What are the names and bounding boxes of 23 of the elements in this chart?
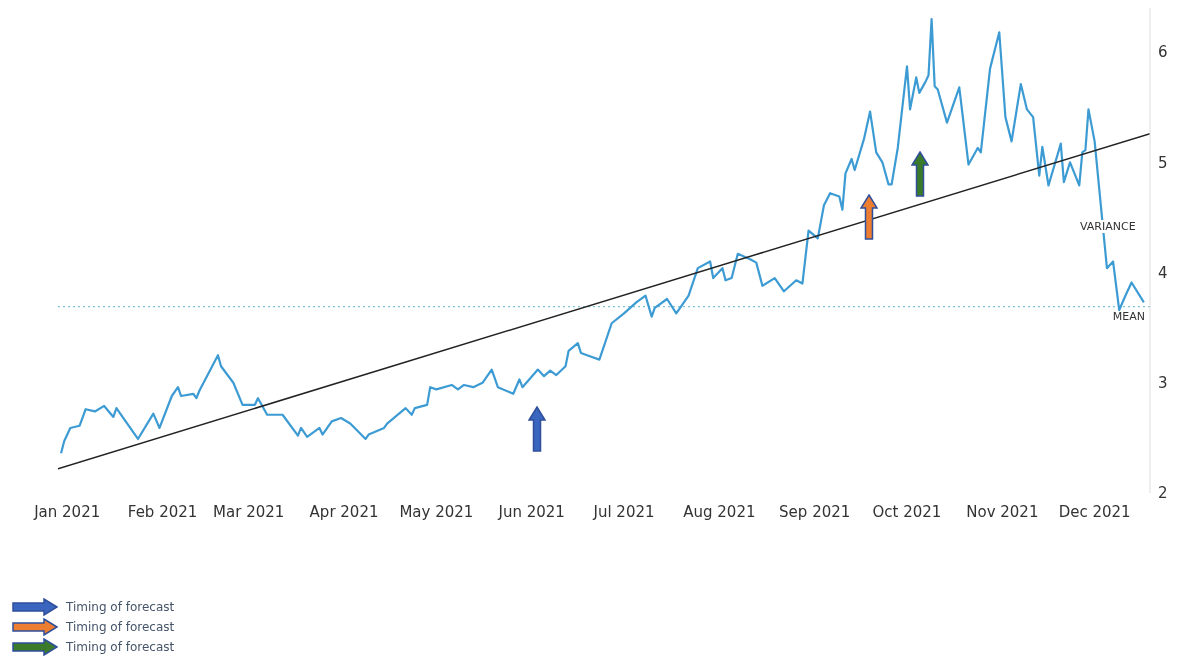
y-tick-label: 2 [1158,484,1168,503]
y-tick-label: 4 [1158,263,1168,282]
y-tick-label: 5 [1158,153,1168,172]
x-tick-label: Aug 2021 [683,503,756,521]
y-tick-label: 3 [1158,374,1168,393]
text: Timing of forecast [66,600,175,614]
x-tick-label: Dec 2021 [1058,503,1131,521]
x-tick-label: Sep 2021 [779,503,851,521]
x-tick-label: Feb 2021 [127,503,198,521]
x-tick-label: Oct 2021 [872,503,942,521]
y-tick-label: 6 [1158,43,1168,62]
x-tick-label: Jan 2021 [33,503,101,521]
line-series [59,17,1145,455]
x-tick-label: Jul 2021 [592,503,655,521]
text: Timing of forecast [66,620,175,634]
ref-line-label: MEAN [1112,309,1145,323]
x-tick-label: Mar 2021 [213,503,285,521]
x-tick-label: May 2021 [399,503,474,521]
annotation: VARIANCE [1078,220,1138,233]
text: Timing of forecast [66,640,175,654]
x-tick-label: Apr 2021 [309,503,379,521]
x-tick-label: Nov 2021 [966,503,1039,521]
x-tick-label: Jun 2021 [497,503,565,521]
